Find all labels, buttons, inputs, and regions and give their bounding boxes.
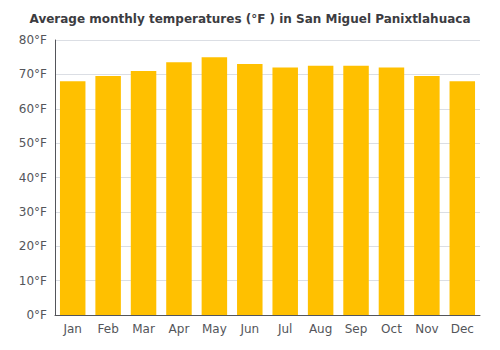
svg-text:80°F: 80°F bbox=[19, 33, 47, 47]
svg-text:Oct: Oct bbox=[381, 322, 402, 336]
svg-text:Nov: Nov bbox=[415, 322, 438, 336]
svg-text:50°F: 50°F bbox=[19, 136, 47, 150]
svg-text:Mar: Mar bbox=[132, 322, 155, 336]
svg-text:20°F: 20°F bbox=[19, 239, 47, 253]
svg-text:30°F: 30°F bbox=[19, 205, 47, 219]
svg-text:0°F: 0°F bbox=[26, 308, 47, 322]
svg-text:60°F: 60°F bbox=[19, 102, 47, 116]
svg-text:Aug: Aug bbox=[309, 322, 332, 336]
svg-text:10°F: 10°F bbox=[19, 274, 47, 288]
svg-text:Jul: Jul bbox=[277, 322, 292, 336]
svg-text:Apr: Apr bbox=[169, 322, 190, 336]
svg-text:Dec: Dec bbox=[451, 322, 474, 336]
svg-text:Jun: Jun bbox=[239, 322, 259, 336]
svg-text:Average monthly temperatures (: Average monthly temperatures (°F ) in Sa… bbox=[30, 12, 471, 26]
svg-text:40°F: 40°F bbox=[19, 171, 47, 185]
svg-text:70°F: 70°F bbox=[19, 67, 47, 81]
svg-text:May: May bbox=[202, 322, 227, 336]
svg-text:Sep: Sep bbox=[345, 322, 368, 336]
svg-text:Feb: Feb bbox=[98, 322, 119, 336]
svg-text:Jan: Jan bbox=[62, 322, 82, 336]
